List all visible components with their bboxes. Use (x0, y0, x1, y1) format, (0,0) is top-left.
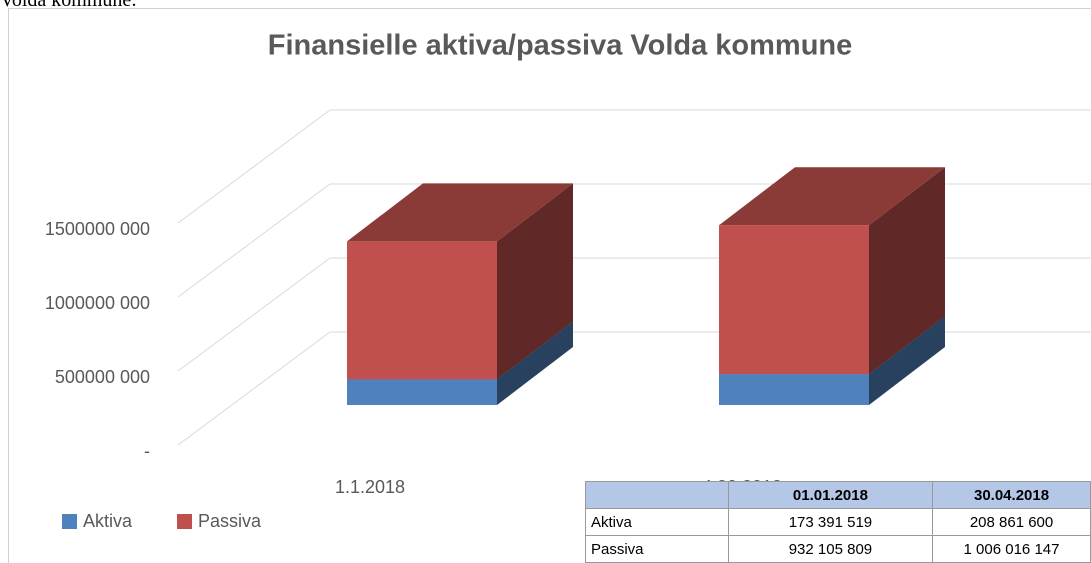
y-tick-label: 1500000 000 (45, 219, 150, 239)
y-tick-label: 500000 000 (55, 367, 150, 387)
legend-swatch (177, 514, 192, 529)
lead-text: Volda kommune: (0, 0, 137, 11)
header-cell: 01.01.2018 (727, 481, 934, 509)
data-table: 01.01.2018 30.04.2018 Aktiva 173 391 519… (585, 481, 1091, 563)
table-row: Passiva 932 105 809 1 006 016 147 (585, 535, 1091, 563)
table-row: Aktiva 173 391 519 208 861 600 (585, 508, 1091, 536)
grid-line (177, 183, 331, 298)
grid-line (177, 109, 331, 224)
cell: 1 006 016 147 (932, 535, 1091, 563)
bar-side (497, 183, 573, 380)
cell: 208 861 600 (932, 508, 1091, 536)
header-cell (585, 481, 729, 509)
bar-side (869, 167, 945, 375)
row-label: Aktiva (585, 508, 729, 536)
bar (347, 241, 497, 380)
x-tick-label: 1.1.2018 (335, 477, 405, 497)
table-header: 01.01.2018 30.04.2018 (585, 481, 1091, 509)
grid-line (177, 331, 331, 446)
bar-side (869, 316, 945, 405)
legend-swatch (62, 514, 77, 529)
cell: 173 391 519 (727, 508, 934, 536)
legend-label: Passiva (198, 511, 262, 531)
cell: 932 105 809 (727, 535, 934, 563)
row-label: Passiva (585, 535, 729, 563)
legend-label: Aktiva (83, 511, 133, 531)
bar-top (719, 167, 945, 226)
chart-border (8, 8, 1091, 563)
y-tick-label: 1000000 000 (45, 293, 150, 313)
header-cell: 30.04.2018 (932, 481, 1091, 509)
bar (719, 225, 869, 375)
bar-top (347, 183, 573, 242)
bar-side (497, 321, 573, 405)
chart-title: Finansielle aktiva/passiva Volda kommune (268, 30, 853, 62)
grid-line (177, 257, 331, 372)
bar (347, 379, 497, 405)
bar (719, 374, 869, 405)
y-tick-label: - (144, 441, 150, 461)
